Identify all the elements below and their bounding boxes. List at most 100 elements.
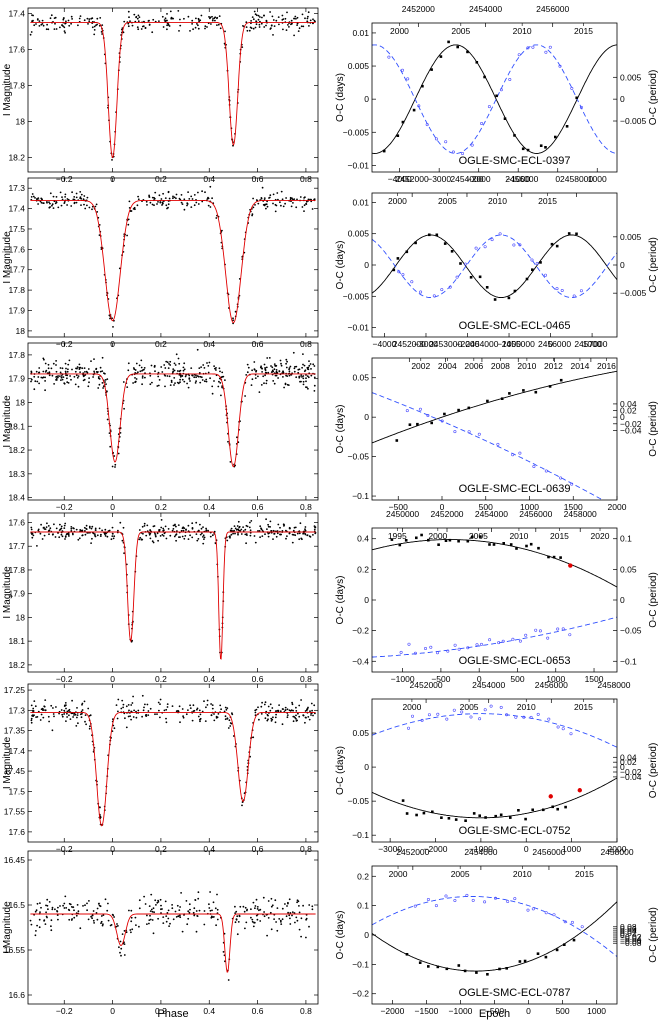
- data-point: [304, 369, 307, 372]
- data-point: [46, 201, 48, 203]
- data-point: [54, 22, 56, 25]
- data-point: [148, 922, 150, 925]
- data-point: [138, 364, 141, 367]
- data-point: [274, 899, 277, 902]
- right-y-axis-label: O-C (period): [648, 907, 659, 963]
- data-point: [84, 374, 87, 376]
- data-point: [120, 954, 122, 957]
- data-point: [225, 708, 228, 711]
- data-point: [38, 918, 41, 921]
- data-point: [32, 534, 35, 537]
- data-point: [94, 529, 97, 531]
- data-point: [179, 378, 182, 381]
- data-point: [197, 203, 200, 205]
- data-point: [68, 714, 70, 717]
- data-point: [285, 358, 288, 361]
- data-point: [42, 357, 45, 360]
- data-point: [312, 534, 314, 536]
- data-point: [61, 24, 63, 27]
- data-point: [87, 23, 89, 25]
- y-tick-label: 0: [364, 94, 369, 104]
- data-point: [109, 445, 112, 448]
- y-tick-label: 17.55: [4, 807, 26, 817]
- data-point: [166, 706, 169, 708]
- data-point: [157, 375, 160, 378]
- data-point: [272, 529, 275, 532]
- data-point: [153, 204, 155, 207]
- data-point: [65, 720, 67, 722]
- secondary-minimum-point: [448, 285, 452, 289]
- data-point: [185, 528, 187, 531]
- data-point: [269, 526, 271, 528]
- secondary-minimum-point: [487, 105, 491, 109]
- data-point: [259, 16, 261, 18]
- data-point: [296, 532, 299, 535]
- data-point: [160, 519, 163, 521]
- data-point: [166, 912, 169, 914]
- data-point: [286, 11, 288, 14]
- data-point: [269, 709, 272, 712]
- data-point: [301, 13, 304, 16]
- top-jd-label: 2458000: [597, 680, 630, 690]
- data-point: [40, 23, 43, 26]
- x-tick-label: −0.2: [56, 1006, 73, 1016]
- data-point: [45, 526, 48, 528]
- data-point: [127, 22, 130, 25]
- data-point: [167, 909, 170, 912]
- data-point: [237, 520, 240, 523]
- secondary-minimum-point: [546, 636, 550, 640]
- data-point: [132, 367, 135, 369]
- data-point: [85, 723, 87, 726]
- primary-minimum-point: [475, 971, 478, 974]
- data-point: [141, 715, 144, 718]
- data-point: [42, 202, 44, 205]
- data-point: [85, 527, 88, 530]
- data-point: [122, 703, 125, 706]
- primary-minimum-point: [555, 948, 559, 952]
- y-tick-label: 0.01: [352, 197, 369, 207]
- data-point: [157, 539, 160, 542]
- data-point: [279, 526, 281, 529]
- data-point: [297, 900, 300, 903]
- data-point: [148, 194, 151, 197]
- y-tick-label: 17.6: [8, 827, 25, 837]
- right-y-tick-label: 0.005: [620, 72, 642, 82]
- data-point: [275, 710, 278, 712]
- data-point: [130, 931, 132, 934]
- data-point: [44, 389, 46, 392]
- data-point: [108, 529, 111, 532]
- data-point: [234, 921, 237, 924]
- data-point: [293, 370, 296, 373]
- data-point: [173, 362, 176, 365]
- data-point: [258, 23, 261, 26]
- data-point: [65, 533, 68, 536]
- data-point: [156, 713, 158, 715]
- data-point: [193, 709, 196, 712]
- data-point: [211, 392, 214, 395]
- data-point: [311, 208, 314, 210]
- secondary-minimum-point: [558, 64, 562, 68]
- primary-minimum-point: [534, 390, 538, 394]
- data-point: [42, 370, 45, 373]
- data-point: [189, 704, 192, 707]
- data-point: [99, 370, 102, 373]
- data-point: [235, 910, 238, 913]
- data-point: [313, 704, 316, 707]
- y-tick-label: 17.8: [8, 80, 25, 90]
- data-point: [29, 919, 32, 922]
- data-point: [182, 715, 185, 718]
- data-point: [182, 369, 185, 372]
- data-point: [298, 911, 301, 914]
- secondary-minimum-point: [463, 262, 467, 266]
- right-y-tick-label: −0.04: [620, 772, 642, 782]
- data-point: [63, 382, 66, 385]
- data-point: [172, 17, 175, 20]
- right-y-axis-label: O-C (period): [648, 572, 659, 628]
- data-point: [237, 533, 239, 536]
- data-point: [166, 24, 169, 27]
- top-year-label: 2006: [464, 361, 483, 371]
- data-point: [133, 13, 136, 16]
- data-point: [275, 535, 278, 538]
- y-axis-label: I Magnitude: [2, 395, 13, 448]
- data-point: [229, 722, 232, 724]
